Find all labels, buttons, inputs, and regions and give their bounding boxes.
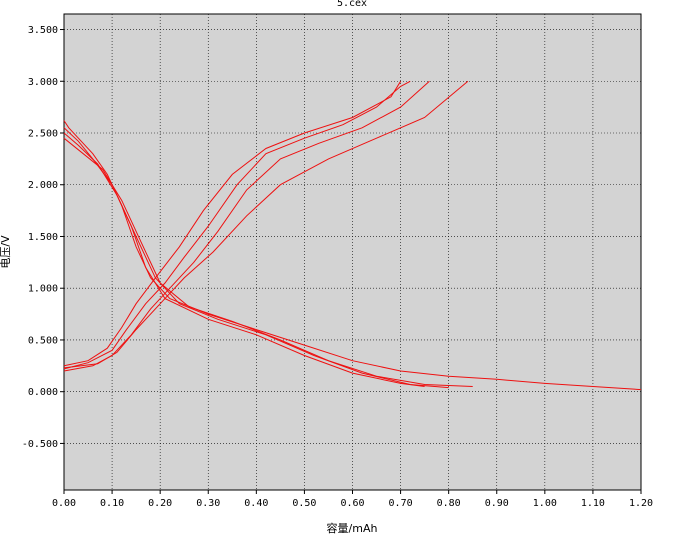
- y-axis-title: 电压/V: [0, 235, 12, 269]
- y-tick-label: 2.000: [28, 180, 58, 191]
- series-line-8: [63, 80, 469, 369]
- y-tick-label: 3.500: [28, 25, 58, 36]
- series-line-6: [63, 80, 430, 372]
- x-tick-label: 0.20: [148, 498, 172, 509]
- series-line-7: [63, 81, 402, 367]
- x-axis-ticks: 0.00 0.10 0.20 0.30 0.40 0.50 0.60 0.70 0.80 0.90…: [52, 490, 653, 509]
- y-tick-label: 1.000: [28, 284, 58, 295]
- x-tick-label: 0.60: [340, 498, 364, 509]
- series-line-3: [63, 132, 449, 389]
- x-tick-label: 0.40: [244, 498, 268, 509]
- x-tick-label: 0.10: [100, 498, 124, 509]
- x-tick-label: 0.00: [52, 498, 76, 509]
- y-tick-label: 2.500: [28, 129, 58, 140]
- x-tick-label: 0.90: [485, 498, 509, 509]
- chart-title: 5.cex: [337, 0, 367, 9]
- y-axis-ticks: -0.500 0.000 0.500 1.000 1.500 2.000 2.500 3.00…: [22, 25, 64, 450]
- series-layer: [63, 80, 642, 391]
- grid: [63, 14, 642, 490]
- series-line-4: [63, 137, 473, 387]
- y-tick-label: 0.500: [28, 335, 58, 346]
- x-tick-label: 0.30: [196, 498, 220, 509]
- y-tick-label: 1.500: [28, 232, 58, 243]
- x-tick-label: 0.80: [437, 498, 461, 509]
- y-tick-label: 3.000: [28, 77, 58, 88]
- x-axis-title: 容量/mAh: [327, 521, 378, 535]
- series-line-5: [63, 80, 411, 370]
- x-tick-label: 0.70: [389, 498, 413, 509]
- y-tick-label: -0.500: [22, 439, 58, 450]
- x-tick-label: 1.10: [581, 498, 605, 509]
- series-line-1: [63, 120, 642, 391]
- y-tick-label: 0.000: [28, 387, 58, 398]
- x-tick-label: 1.20: [629, 498, 653, 509]
- x-tick-label: 1.00: [533, 498, 557, 509]
- x-tick-label: 0.50: [292, 498, 316, 509]
